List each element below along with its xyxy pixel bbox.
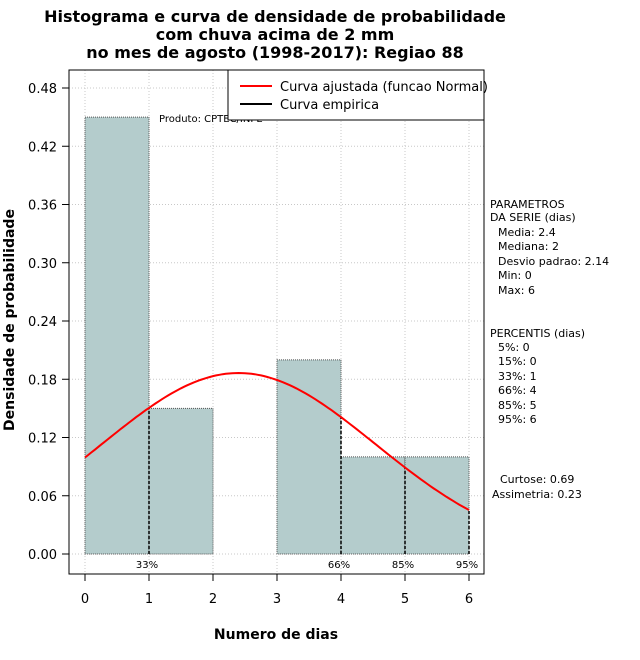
- x-axis-title: Numero de dias: [214, 627, 338, 643]
- y-tick-label-3: 0.18: [28, 373, 57, 388]
- x-tick-label-4: 4: [337, 592, 345, 607]
- legend-empirical-label: Curva empirica: [280, 98, 379, 113]
- param-mediana: Mediana: 2: [498, 240, 559, 253]
- histogram-bar-5: [404, 456, 470, 555]
- y-axis-title: Densidade de probabilidade: [2, 209, 18, 431]
- percentile-label-1: 66%: [328, 560, 350, 571]
- histogram-bar-1: [148, 407, 214, 555]
- product-note: Produto: CPTEC/INPE: [159, 114, 263, 125]
- y-tick-label-6: 0.36: [28, 199, 57, 214]
- param-media: Media: 2.4: [498, 226, 556, 239]
- percentile-markers: 33% 66% 85% 95%: [136, 407, 478, 571]
- percentile-label-0: 33%: [136, 560, 158, 571]
- histogram-bar-0: [84, 116, 150, 555]
- bars-layer: [84, 116, 470, 555]
- chart-title-line-2: com chuva acima de 2 mm: [156, 25, 395, 44]
- percentiles-header: PERCENTIS (dias): [490, 327, 585, 340]
- histogram-bar-3: [276, 359, 342, 555]
- params-header-1: PARAMETROS: [490, 198, 565, 211]
- side-panel: PARAMETROS DA SERIE (dias) Media: 2.4 Me…: [490, 198, 609, 501]
- param-desvio: Desvio padrao: 2.14: [498, 255, 609, 268]
- y-tick-label-7: 0.42: [28, 140, 57, 155]
- normal-curve-line: [84, 371, 470, 511]
- percentile-5: 5%: 0: [498, 341, 530, 354]
- x-tick-label-0: 0: [81, 592, 89, 607]
- percentile-85: 85%: 5: [498, 399, 537, 412]
- chart-title-line-1: Histograma e curva de densidade de proba…: [44, 7, 506, 26]
- x-tick-label-6: 6: [465, 592, 473, 607]
- x-tick-label-3: 3: [273, 592, 281, 607]
- y-axis: 0.00 0.06 0.12 0.18 0.24 0.30 0.36 0.42 0.48: [28, 82, 70, 563]
- y-tick-label-0: 0.00: [28, 548, 57, 563]
- x-tick-label-5: 5: [401, 592, 409, 607]
- percentile-label-2: 85%: [392, 560, 414, 571]
- param-min: Min: 0: [498, 269, 532, 282]
- y-tick-label-2: 0.12: [28, 432, 57, 447]
- x-axis: 0 1 2 3 4 5 6: [81, 573, 473, 607]
- y-tick-label-8: 0.48: [28, 82, 57, 97]
- x-tick-label-1: 1: [145, 592, 153, 607]
- percentile-66: 66%: 4: [498, 384, 537, 397]
- legend: Curva ajustada (funcao Normal) Curva emp…: [227, 69, 488, 121]
- params-header-2: DA SERIE (dias): [490, 211, 576, 224]
- y-tick-label-4: 0.24: [28, 315, 57, 330]
- legend-normal-label: Curva ajustada (funcao Normal): [280, 80, 488, 95]
- y-tick-label-5: 0.30: [28, 257, 57, 272]
- chart-title-line-3: no mes de agosto (1998-2017): Regiao 88: [86, 43, 463, 62]
- histogram-bar-4: [340, 456, 406, 555]
- percentile-label-3: 95%: [456, 560, 478, 571]
- x-tick-label-2: 2: [209, 592, 217, 607]
- curtose-value: Curtose: 0.69: [500, 473, 574, 486]
- percentile-95: 95%: 6: [498, 413, 537, 426]
- y-tick-label-1: 0.06: [28, 490, 57, 505]
- percentile-33: 33%: 1: [498, 370, 537, 383]
- assimetria-value: Assimetria: 0.23: [492, 488, 582, 501]
- percentile-15: 15%: 0: [498, 355, 537, 368]
- legend-box: [227, 69, 485, 121]
- curves-layer: [84, 371, 470, 511]
- param-max: Max: 6: [498, 284, 535, 297]
